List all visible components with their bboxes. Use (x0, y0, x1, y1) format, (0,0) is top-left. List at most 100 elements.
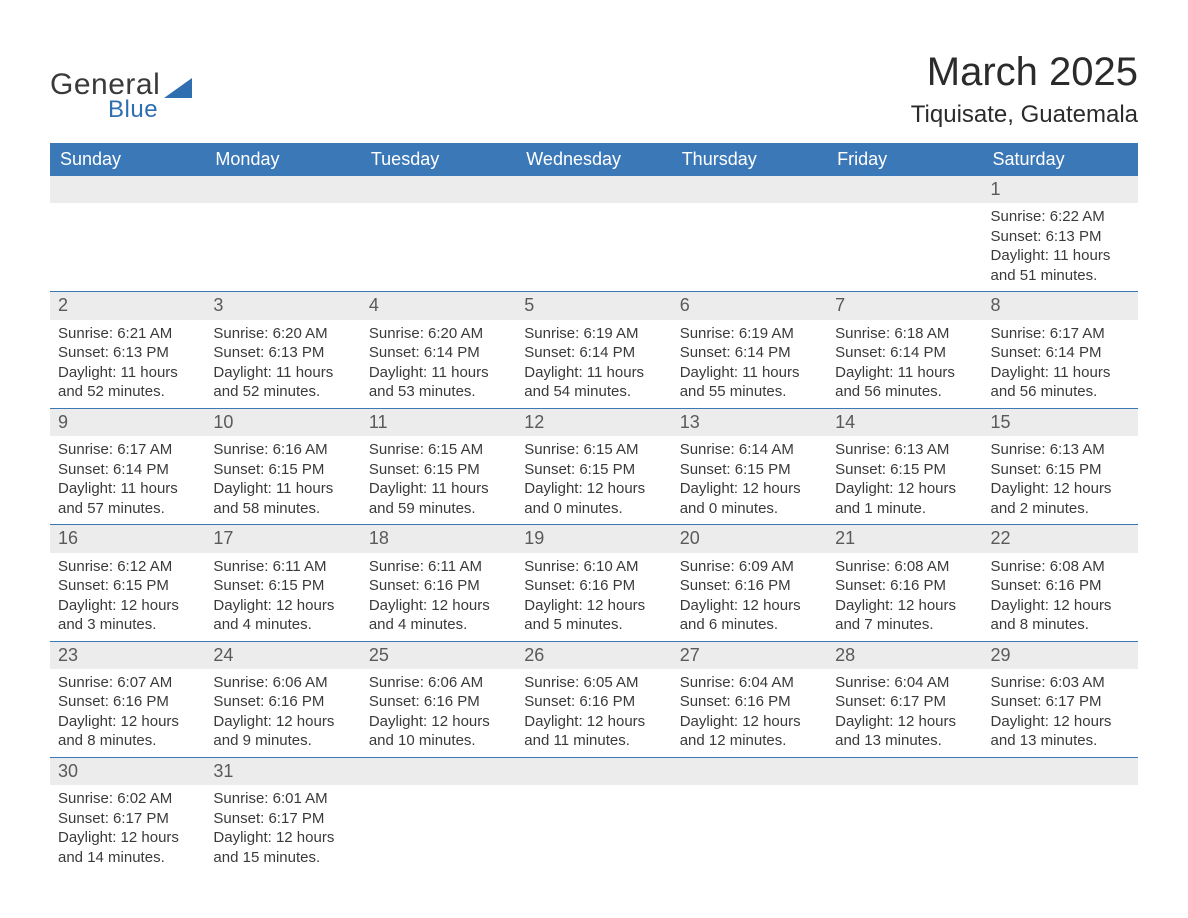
day-number: 2 (50, 292, 205, 320)
sunrise: Sunrise: 6:19 AM (680, 324, 819, 344)
week-daynum-row: 16171819202122 (50, 525, 1138, 553)
daylight: Daylight: 12 hours and 0 minutes. (680, 479, 819, 518)
sunset-value: 6:17 PM (268, 810, 324, 827)
sunrise: Sunrise: 6:12 AM (58, 557, 197, 577)
sunset: Sunset: 6:17 PM (213, 809, 352, 829)
sunset-value: 6:16 PM (735, 693, 791, 710)
sunset-label: Sunset: (524, 577, 575, 594)
sunset-value: 6:15 PM (268, 461, 324, 478)
daylight: Daylight: 11 hours and 53 minutes. (369, 363, 508, 402)
day-cell: Sunrise: 6:13 AMSunset: 6:15 PMDaylight:… (983, 436, 1138, 525)
sunrise: Sunrise: 6:06 AM (213, 673, 352, 693)
day-header: Sunday (50, 143, 205, 176)
sunset-label: Sunset: (680, 693, 731, 710)
sunrise-label: Sunrise: (680, 558, 735, 575)
daylight-label: Daylight: (991, 480, 1049, 497)
day-number: 21 (827, 525, 982, 553)
sunrise-label: Sunrise: (213, 674, 268, 691)
daylight: Daylight: 12 hours and 0 minutes. (524, 479, 663, 518)
day-number (827, 176, 982, 203)
sunset: Sunset: 6:14 PM (58, 460, 197, 480)
day-number: 5 (516, 292, 671, 320)
daylight-label: Daylight: (835, 597, 893, 614)
sunrise-value: 6:03 AM (1050, 674, 1105, 691)
daylight-label: Daylight: (213, 829, 271, 846)
title-block: March 2025 Tiquisate, Guatemala (911, 50, 1138, 129)
sunset-value: 6:14 PM (890, 344, 946, 361)
page-header: General Blue March 2025 Tiquisate, Guate… (50, 50, 1138, 129)
sunset-label: Sunset: (369, 693, 420, 710)
day-header: Friday (827, 143, 982, 176)
sunrise: Sunrise: 6:01 AM (213, 789, 352, 809)
sunrise: Sunrise: 6:20 AM (213, 324, 352, 344)
daylight-label: Daylight: (680, 480, 738, 497)
sunset: Sunset: 6:16 PM (835, 576, 974, 596)
day-number (516, 176, 671, 203)
day-number: 13 (672, 408, 827, 436)
sunrise: Sunrise: 6:15 AM (369, 440, 508, 460)
sunset: Sunset: 6:15 PM (369, 460, 508, 480)
sunrise-label: Sunrise: (369, 558, 424, 575)
day-cell (516, 203, 671, 292)
day-cell: Sunrise: 6:06 AMSunset: 6:16 PMDaylight:… (361, 669, 516, 758)
daylight: Daylight: 11 hours and 54 minutes. (524, 363, 663, 402)
logo-sail-icon (164, 78, 192, 98)
sunrise-label: Sunrise: (835, 325, 890, 342)
sunrise: Sunrise: 6:20 AM (369, 324, 508, 344)
daylight-label: Daylight: (524, 480, 582, 497)
sunset: Sunset: 6:16 PM (213, 692, 352, 712)
day-number: 30 (50, 757, 205, 785)
sunset-label: Sunset: (213, 461, 264, 478)
daylight-label: Daylight: (991, 364, 1049, 381)
sunrise: Sunrise: 6:11 AM (213, 557, 352, 577)
sunrise-value: 6:08 AM (894, 558, 949, 575)
day-cell: Sunrise: 6:11 AMSunset: 6:15 PMDaylight:… (205, 553, 360, 642)
sunrise: Sunrise: 6:02 AM (58, 789, 197, 809)
day-cell: Sunrise: 6:14 AMSunset: 6:15 PMDaylight:… (672, 436, 827, 525)
daylight-label: Daylight: (524, 597, 582, 614)
sunrise-label: Sunrise: (524, 558, 579, 575)
day-number: 8 (983, 292, 1138, 320)
sunset-label: Sunset: (213, 577, 264, 594)
sunset-value: 6:16 PM (579, 693, 635, 710)
calendar-thead: SundayMondayTuesdayWednesdayThursdayFrid… (50, 143, 1138, 176)
sunrise-label: Sunrise: (835, 674, 890, 691)
day-cell: Sunrise: 6:08 AMSunset: 6:16 PMDaylight:… (983, 553, 1138, 642)
day-number: 25 (361, 641, 516, 669)
daylight: Daylight: 11 hours and 57 minutes. (58, 479, 197, 518)
day-cell (827, 785, 982, 873)
daylight-label: Daylight: (991, 247, 1049, 264)
sunrise-value: 6:07 AM (117, 674, 172, 691)
sunrise-value: 6:06 AM (273, 674, 328, 691)
sunrise-label: Sunrise: (524, 441, 579, 458)
day-number (205, 176, 360, 203)
daylight-label: Daylight: (680, 713, 738, 730)
daylight: Daylight: 12 hours and 4 minutes. (213, 596, 352, 635)
day-number: 9 (50, 408, 205, 436)
sunset-value: 6:14 PM (1046, 344, 1102, 361)
daylight: Daylight: 12 hours and 8 minutes. (58, 712, 197, 751)
daylight-label: Daylight: (369, 364, 427, 381)
day-number: 6 (672, 292, 827, 320)
day-number: 19 (516, 525, 671, 553)
sunset-value: 6:16 PM (113, 693, 169, 710)
sunrise-value: 6:22 AM (1050, 208, 1105, 225)
sunrise-value: 6:11 AM (428, 558, 482, 575)
sunset: Sunset: 6:16 PM (680, 576, 819, 596)
day-number: 28 (827, 641, 982, 669)
sunrise-value: 6:04 AM (894, 674, 949, 691)
sunset-label: Sunset: (58, 344, 109, 361)
daylight: Daylight: 12 hours and 7 minutes. (835, 596, 974, 635)
sunrise-label: Sunrise: (213, 325, 268, 342)
sunset-label: Sunset: (213, 810, 264, 827)
sunrise: Sunrise: 6:06 AM (369, 673, 508, 693)
sunrise-label: Sunrise: (991, 208, 1046, 225)
sunrise-value: 6:13 AM (1050, 441, 1105, 458)
sunrise: Sunrise: 6:09 AM (680, 557, 819, 577)
sunrise-label: Sunrise: (680, 674, 735, 691)
sunset-value: 6:17 PM (1046, 693, 1102, 710)
day-cell: Sunrise: 6:22 AMSunset: 6:13 PMDaylight:… (983, 203, 1138, 292)
daylight-label: Daylight: (835, 713, 893, 730)
day-header: Tuesday (361, 143, 516, 176)
daylight-label: Daylight: (524, 713, 582, 730)
